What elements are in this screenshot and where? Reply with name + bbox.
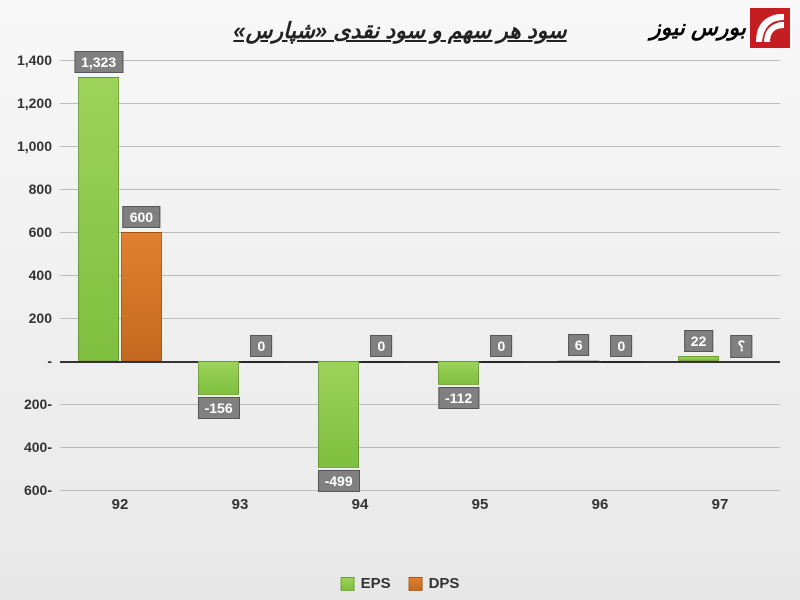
bar-value-label: -112	[438, 387, 479, 409]
logo-text: بورس نیوز	[650, 15, 746, 41]
legend-item-dps: DPS	[409, 575, 460, 592]
legend-item-eps: EPS	[341, 575, 391, 592]
bar-dps	[481, 361, 522, 363]
gridline	[60, 275, 780, 276]
bar-eps	[318, 361, 359, 468]
y-tick-label: 400-	[24, 439, 52, 455]
x-tick-label: 93	[232, 496, 249, 513]
bar-value-label: 0	[370, 335, 392, 357]
bar-value-label: -499	[318, 470, 360, 492]
gridline	[60, 189, 780, 190]
gridline	[60, 447, 780, 448]
bar-value-label: 0	[490, 335, 512, 357]
bar-eps	[78, 77, 119, 361]
gridline	[60, 146, 780, 147]
gridline	[60, 318, 780, 319]
x-tick-label: 94	[352, 496, 369, 513]
bar-dps	[601, 361, 642, 363]
y-tick-label: 1,400	[17, 52, 52, 68]
x-tick-label: 92	[112, 496, 129, 513]
gridline	[60, 404, 780, 405]
legend: EPS DPS	[341, 575, 460, 592]
bar-eps	[678, 356, 719, 361]
bar-dps	[361, 361, 402, 363]
y-tick-label: 400	[29, 267, 52, 283]
legend-label: EPS	[361, 575, 391, 592]
x-tick-label: 96	[592, 496, 609, 513]
chart-title: سود هر سهم و سود نقدی «شپارس»	[233, 18, 566, 44]
y-tick-label: 1,000	[17, 138, 52, 154]
bar-value-label: 600	[123, 206, 160, 228]
legend-swatch-icon	[341, 577, 355, 591]
bar-dps	[121, 232, 162, 361]
legend-label: DPS	[429, 575, 460, 592]
y-tick-label: 600	[29, 224, 52, 240]
bar-eps	[198, 361, 239, 395]
axis-zero-line	[60, 361, 780, 363]
y-tick-label: 800	[29, 181, 52, 197]
legend-swatch-icon	[409, 577, 423, 591]
y-tick-label: 600-	[24, 482, 52, 498]
bar-value-label: 6	[568, 334, 590, 356]
logo-icon	[750, 8, 790, 48]
gridline	[60, 60, 780, 61]
y-tick-label: -	[47, 353, 52, 369]
bar-value-label: 1,323	[74, 51, 123, 73]
y-tick-label: 200	[29, 310, 52, 326]
gridline	[60, 490, 780, 491]
bar-eps	[558, 360, 599, 362]
logo: بورس نیوز	[650, 8, 790, 48]
bar-value-label: 0	[250, 335, 272, 357]
y-tick-label: 200-	[24, 396, 52, 412]
x-tick-label: 95	[472, 496, 489, 513]
bar-eps	[438, 361, 479, 385]
chart-plot: 600-400-200--2004006008001,0001,2001,400…	[60, 60, 780, 490]
x-tick-label: 97	[712, 496, 729, 513]
gridline	[60, 103, 780, 104]
y-tick-label: 1,200	[17, 95, 52, 111]
bar-value-label: -156	[198, 397, 240, 419]
gridline	[60, 232, 780, 233]
bar-value-label: 0	[610, 335, 632, 357]
chart-area: 600-400-200--2004006008001,0001,2001,400…	[60, 60, 780, 520]
bar-value-label: ؟	[731, 335, 752, 358]
bar-dps	[241, 361, 282, 363]
bar-value-label: 22	[684, 330, 714, 352]
